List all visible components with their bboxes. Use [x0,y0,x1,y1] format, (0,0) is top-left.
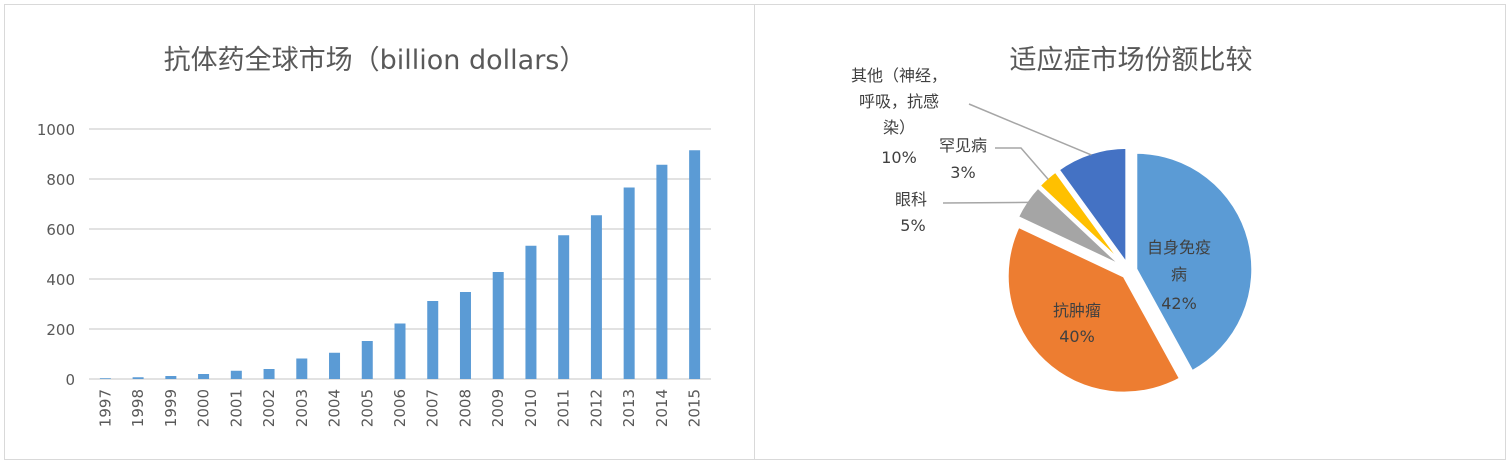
y-tick-label: 600 [46,221,75,239]
bar [459,292,471,379]
y-tick-label: 400 [46,271,75,289]
bar-chart-bars [99,150,701,379]
pie-chart-slices [1005,145,1255,395]
bar [132,377,144,379]
x-tick-label: 2008 [456,389,474,427]
leader-line [942,201,1029,204]
x-tick-label: 2000 [195,389,213,427]
x-tick-label: 2005 [358,389,376,427]
bar [394,323,406,379]
pie-slice-label: 抗肿瘤 [1053,301,1101,320]
pie-slice [1015,184,1125,269]
x-tick-label: 2011 [555,389,573,427]
pie-slice-percent: 40% [1059,327,1095,346]
pie-slice [1134,150,1255,374]
pie-chart-leader-lines [942,103,1092,204]
bar [361,341,373,379]
y-tick-label: 0 [65,371,75,389]
pie-slice [1005,224,1183,395]
pie-slice-label: 染） [883,118,915,137]
x-tick-label: 2002 [260,389,278,427]
pie-slice-percent: 3% [950,163,975,182]
pie-slice-label: 病 [1171,265,1187,284]
pie-chart-panel: 适应症市场份额比较 自身免疫病 42% 抗肿瘤 40% 眼科 5% 罕见病 3% 其他（神经， 呼… [754,4,1506,460]
x-tick-label: 2014 [653,389,671,427]
bar-chart-x-axis: 1997 1998 1999 2000 2001 2002 2003 2004 2005 2006… [96,389,703,427]
bar-chart-y-axis: 0 200 400 600 800 1000 [37,121,75,389]
bar-chart-panel: 抗体药全球市场（billion dollars） 0 200 400 600 800 10… [4,4,756,460]
bar [165,376,177,379]
bar [558,235,570,379]
x-tick-label: 2013 [620,389,638,427]
x-tick-label: 1997 [96,389,114,427]
bar [329,352,341,379]
pie-slice-label: 自身免疫 [1147,238,1211,257]
pie-chart-title: 适应症市场份额比较 [1010,45,1253,76]
x-tick-label: 2004 [326,389,344,427]
x-tick-label: 1999 [162,389,180,427]
bar [99,378,111,379]
x-tick-label: 2010 [522,389,540,427]
y-tick-label: 800 [46,171,75,189]
pie-slice-label: 呼吸，抗感 [859,92,939,111]
bar [656,164,668,379]
pie-slice-label: 罕见病 [939,136,987,155]
pie-slice [1055,145,1129,269]
bar [689,150,701,379]
x-tick-label: 2009 [489,389,507,427]
bar [623,187,635,379]
bar [427,301,439,379]
bar [296,358,308,379]
pie-slice-label: 其他（神经， [851,66,947,85]
leader-line [995,147,1049,180]
x-tick-label: 2001 [227,389,245,427]
x-tick-label: 2012 [587,389,605,427]
bar [198,374,210,379]
pie-slice-percent: 10% [881,148,917,167]
bar-chart: 抗体药全球市场（billion dollars） 0 200 400 600 800 10… [37,45,711,427]
bar [492,272,504,379]
bar [525,245,537,379]
x-tick-label: 2015 [686,389,704,427]
pie-slice-percent: 42% [1161,294,1197,313]
bar-chart-title: 抗体药全球市场（billion dollars） [164,45,587,76]
x-tick-label: 1998 [129,389,147,427]
bar [230,370,242,379]
x-tick-label: 2003 [293,389,311,427]
bar-chart-gridlines [89,128,711,380]
pie-slice-label: 眼科 [895,190,927,209]
leader-line [968,103,1092,156]
x-tick-label: 2006 [391,389,409,427]
bar [590,215,602,379]
bar [263,369,275,379]
x-tick-label: 2007 [424,389,442,427]
pie-slice-percent: 5% [900,216,925,235]
y-tick-label: 200 [46,321,75,339]
y-tick-label: 1000 [37,121,75,139]
